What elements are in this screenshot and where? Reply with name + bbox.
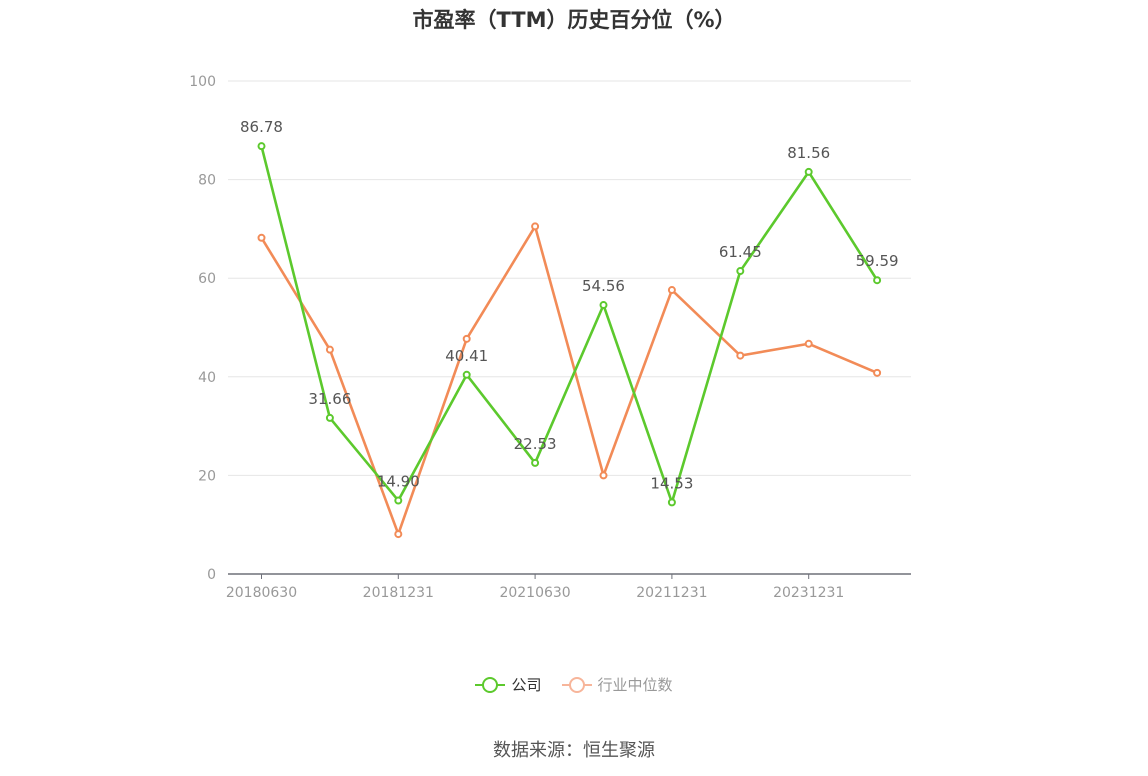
data-point-company [736, 267, 745, 276]
data-point-company [873, 276, 882, 285]
x-tick-label: 20210630 [499, 585, 570, 601]
y-axis: 0 20 40 60 80 100 [189, 74, 216, 583]
data-labels: 86.78 31.66 14.90 40.41 22.53 54.56 14.53 61.45… [240, 118, 899, 492]
data-label: 40.41 [445, 347, 488, 365]
data-point-industry [599, 471, 608, 480]
data-label: 14.90 [377, 473, 420, 491]
legend-company-marker-icon [475, 675, 506, 695]
data-point-company [599, 301, 608, 310]
y-tick-label: 0 [207, 567, 216, 583]
data-label: 22.53 [514, 435, 557, 453]
x-axis: 20180630 20181231 20210630 20211231 20231231 [226, 573, 911, 601]
data-label: 86.78 [240, 118, 283, 136]
data-point-company [531, 458, 540, 467]
chart-title: 市盈率（TTM）历史百分位（%） [412, 8, 736, 32]
data-point-industry [325, 345, 334, 354]
data-source: 数据来源：恒生聚源 [493, 740, 655, 761]
series-group [257, 142, 882, 539]
data-point-company [462, 370, 471, 379]
data-point-company [325, 413, 334, 422]
legend: 公司 行业中位数 [0, 674, 1148, 695]
data-point-company [257, 142, 266, 151]
data-point-company [394, 496, 403, 505]
legend-item-industry[interactable]: 行业中位数 [561, 674, 673, 695]
series-line-industry [260, 225, 878, 536]
data-point-industry [531, 222, 540, 231]
x-tick-label: 20181231 [363, 585, 434, 601]
y-tick-label: 60 [198, 271, 216, 287]
x-tick-label: 20180630 [226, 585, 297, 601]
data-point-company [804, 167, 813, 176]
y-tick-label: 100 [189, 74, 216, 90]
data-label: 81.56 [787, 144, 830, 162]
legend-industry-label: 行业中位数 [597, 676, 673, 694]
series-line-company [260, 145, 879, 504]
data-point-industry [873, 368, 882, 377]
y-tick-label: 80 [198, 173, 216, 189]
x-tick-label: 20231231 [773, 585, 844, 601]
data-label: 54.56 [582, 277, 625, 295]
data-point-industry [736, 351, 745, 360]
data-label: 59.59 [856, 252, 899, 270]
data-point-industry [257, 233, 266, 242]
grid-lines [228, 80, 911, 476]
data-point-industry [462, 334, 471, 343]
y-tick-label: 40 [198, 370, 216, 386]
line-chart: 0 20 40 60 80 100 20180630 20181231 20210630 202… [189, 74, 911, 601]
data-label: 14.53 [650, 474, 693, 492]
legend-item-company[interactable]: 公司 [475, 674, 542, 695]
x-tick-label: 20211231 [636, 585, 707, 601]
data-point-industry [394, 530, 403, 539]
data-point-industry [804, 339, 813, 348]
data-label: 31.66 [308, 390, 351, 408]
legend-company-label: 公司 [511, 676, 542, 694]
data-point-company [667, 498, 676, 507]
y-tick-label: 20 [198, 468, 216, 484]
data-point-industry [667, 286, 676, 295]
legend-industry-marker-icon [561, 675, 592, 695]
data-label: 61.45 [719, 243, 762, 261]
